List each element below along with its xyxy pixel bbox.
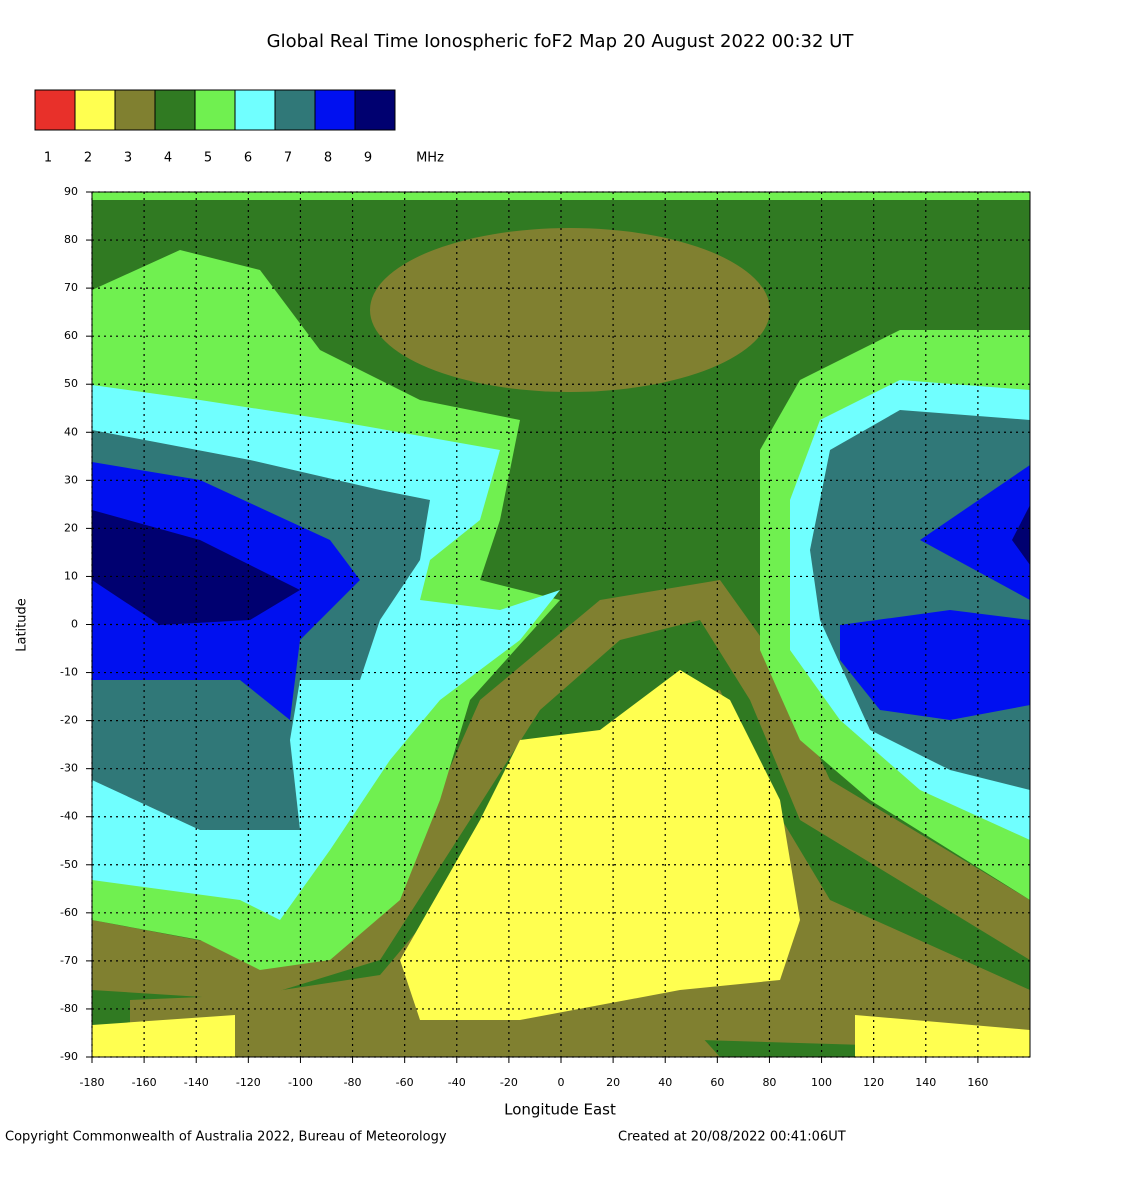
legend-label: 5 — [204, 151, 212, 166]
legend-label: 7 — [284, 151, 292, 166]
x-tick-label: -120 — [236, 1076, 261, 1089]
x-tick-label: 20 — [606, 1076, 620, 1089]
y-tick-label: 90 — [64, 185, 78, 198]
legend-swatch — [114, 89, 156, 131]
legend-label: 1 — [44, 151, 52, 166]
legend-swatch — [354, 89, 396, 131]
y-tick-label: 10 — [64, 569, 78, 582]
legend-swatch — [74, 89, 116, 131]
x-tick-label: -60 — [396, 1076, 414, 1089]
y-tick-label: 50 — [64, 377, 78, 390]
x-tick-label: 160 — [967, 1076, 988, 1089]
title: Global Real Time Ionospheric foF2 Map 20… — [267, 31, 855, 52]
x-tick-label: 100 — [811, 1076, 832, 1089]
legend-label: 2 — [84, 151, 92, 166]
x-tick-label: 80 — [762, 1076, 776, 1089]
x-axis-label: Longitude East — [504, 1101, 616, 1119]
x-tick-label: -180 — [80, 1076, 105, 1089]
x-tick-label: -80 — [344, 1076, 362, 1089]
legend-label: 9 — [364, 151, 372, 166]
legend-swatch — [274, 89, 316, 131]
y-tick-label: -30 — [60, 762, 78, 775]
y-tick-label: 80 — [64, 233, 78, 246]
legend-swatch — [194, 89, 236, 131]
y-tick-label: -10 — [60, 666, 78, 679]
y-tick-label: 0 — [71, 618, 78, 631]
y-tick-label: -50 — [60, 858, 78, 871]
y-tick-label: -40 — [60, 810, 78, 823]
created: Created at 20/08/2022 00:41:06UT — [618, 1130, 846, 1145]
copyright: Copyright Commonwealth of Australia 2022… — [5, 1130, 447, 1145]
legend-swatch — [154, 89, 196, 131]
y-tick-label: -90 — [60, 1050, 78, 1063]
x-tick-label: -140 — [184, 1076, 209, 1089]
y-tick-label: 40 — [64, 425, 78, 438]
y-tick-label: -70 — [60, 954, 78, 967]
y-axis-label: Latitude — [15, 598, 30, 652]
y-tick-label: 20 — [64, 521, 78, 534]
legend-label: 8 — [324, 151, 332, 166]
x-tick-label: 0 — [558, 1076, 565, 1089]
y-tick-label: -60 — [60, 906, 78, 919]
y-tick-label: -80 — [60, 1002, 78, 1015]
x-tick-label: 120 — [863, 1076, 884, 1089]
legend-label: 6 — [244, 151, 252, 166]
x-tick-label: 140 — [915, 1076, 936, 1089]
x-tick-label: 40 — [658, 1076, 672, 1089]
legend-swatch — [314, 89, 356, 131]
y-tick-label: -20 — [60, 714, 78, 727]
x-tick-label: -40 — [448, 1076, 466, 1089]
x-tick-label: -20 — [500, 1076, 518, 1089]
y-tick-label: 30 — [64, 473, 78, 486]
x-tick-label: -160 — [132, 1076, 157, 1089]
legend-swatch — [34, 89, 76, 131]
y-tick-label: 60 — [64, 329, 78, 342]
y-tick-label: 70 — [64, 281, 78, 294]
x-tick-label: 60 — [710, 1076, 724, 1089]
legend-swatch — [234, 89, 276, 131]
legend: 1 2 3 4 5 6 7 8 9 MHz — [34, 89, 444, 166]
legend-label: 3 — [124, 151, 132, 166]
x-tick-label: -100 — [288, 1076, 313, 1089]
legend-label: 4 — [164, 151, 172, 166]
legend-unit: MHz — [416, 151, 444, 166]
